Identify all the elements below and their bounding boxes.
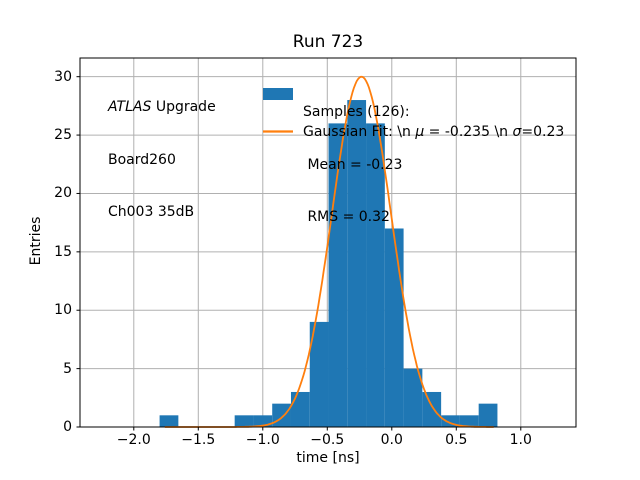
y-tick-label: 20 — [54, 185, 72, 202]
x-tick-label: −1.0 — [245, 432, 280, 448]
x-tick-label: 0.5 — [445, 432, 468, 448]
y-tick-label: 0 — [63, 419, 72, 435]
histogram-bar — [309, 321, 329, 427]
histogram-bar — [290, 391, 310, 427]
chart-title: Run 723 — [292, 32, 364, 52]
annotation-line-3: Ch003 35dB — [108, 204, 195, 220]
x-tick-label: −2.0 — [116, 432, 151, 448]
histogram-bar — [403, 368, 423, 427]
y-tick-label: 15 — [54, 243, 72, 260]
legend-samples-label: Samples (126): Mean = -0.23 RMS = 0.32 — [303, 69, 410, 262]
legend-gaussian-label: Gaussian Fit: \n μ = -0.235 \n σ=0.23 — [303, 124, 564, 142]
x-tick-label: −0.5 — [310, 432, 345, 448]
gauss-mid: = -0.235 \n — [424, 124, 513, 140]
x-tick-label: 0.0 — [380, 432, 403, 448]
y-tick-label: 30 — [54, 68, 72, 85]
histogram-bar — [441, 415, 460, 427]
upgrade-word: Upgrade — [151, 99, 216, 115]
legend-samples-mean: Mean = -0.23 — [303, 156, 403, 173]
histogram-bar — [459, 415, 479, 427]
legend-swatch-samples — [263, 88, 293, 100]
axes-spines — [79, 57, 577, 428]
histogram-bar — [159, 415, 179, 427]
annotation-line-2: Board260 — [108, 151, 176, 168]
legend-samples-rms: RMS = 0.32 — [303, 209, 390, 225]
histogram-bar — [384, 228, 404, 427]
gauss-prefix: Gaussian Fit: \n — [303, 124, 416, 140]
histogram-bar — [234, 415, 254, 427]
y-tick-label: 5 — [63, 360, 72, 377]
y-tick-label: 25 — [54, 127, 72, 144]
histogram-bar — [253, 415, 273, 427]
histogram-bar — [272, 403, 291, 427]
sigma-symbol: σ — [512, 124, 522, 140]
histogram-bar — [422, 391, 442, 427]
x-axis-label: time [ns] — [296, 450, 360, 466]
legend-samples-title: Samples (126): — [303, 104, 410, 120]
atlas-annotation: ATLAS Upgrade Board260 Ch003 35dB — [108, 64, 216, 257]
histogram-bar — [366, 123, 385, 427]
y-tick-label: 10 — [54, 302, 72, 319]
x-tick-label: −1.5 — [181, 432, 216, 448]
histogram-bar — [478, 403, 498, 427]
mu-symbol: μ — [415, 124, 425, 140]
x-tick-label: 1.0 — [509, 432, 532, 448]
atlas-word: ATLAS — [108, 99, 152, 115]
annotation-line-1: ATLAS Upgrade — [108, 99, 216, 117]
histogram-bar — [347, 100, 367, 427]
gauss-suffix: =0.23 — [521, 124, 565, 140]
